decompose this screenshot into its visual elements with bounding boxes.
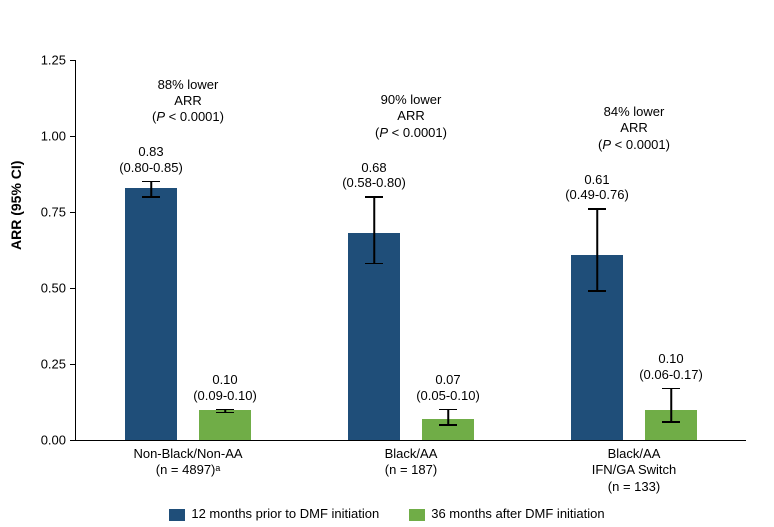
y-tick	[70, 136, 76, 137]
bar-nonblack-prior	[125, 188, 177, 440]
errorbar	[150, 182, 152, 197]
swatch-after	[409, 509, 425, 521]
y-axis-label: ARR (95% CI)	[8, 161, 24, 250]
errorbar-cap	[662, 421, 680, 423]
legend-item-after: 36 months after DMF initiation	[409, 506, 604, 521]
errorbar-cap	[439, 424, 457, 426]
errorbar-cap	[142, 181, 160, 183]
value-label-black-prior: 0.68(0.58-0.80)	[342, 160, 406, 191]
y-tick-label: 1.25	[41, 53, 66, 68]
legend: 12 months prior to DMF initiation 36 mon…	[0, 506, 774, 521]
y-tick	[70, 288, 76, 289]
annotation-switch: 84% lowerARR(P < 0.0001)	[598, 104, 670, 153]
value-label-switch-prior: 0.61(0.49-0.76)	[565, 172, 629, 203]
x-category-nonblack: Non-Black/Non-AA(n = 4897)ᵃ	[133, 446, 242, 479]
y-tick	[70, 364, 76, 365]
y-tick-label: 0.25	[41, 357, 66, 372]
annotation-black: 90% lowerARR(P < 0.0001)	[375, 92, 447, 141]
errorbar-cap	[588, 290, 606, 292]
errorbar-cap	[662, 388, 680, 390]
value-label-nonblack-prior: 0.83(0.80-0.85)	[119, 144, 183, 175]
value-label-black-after: 0.07(0.05-0.10)	[416, 372, 480, 403]
plot-area: 0.000.250.500.751.001.250.83(0.80-0.85)0…	[75, 60, 746, 441]
errorbar-cap	[439, 409, 457, 411]
value-label-nonblack-after: 0.10(0.09-0.10)	[193, 372, 257, 403]
errorbar	[670, 388, 672, 421]
legend-item-prior: 12 months prior to DMF initiation	[169, 506, 379, 521]
y-tick-label: 0.00	[41, 433, 66, 448]
y-tick-label: 1.00	[41, 129, 66, 144]
y-tick-label: 0.75	[41, 205, 66, 220]
swatch-prior	[169, 509, 185, 521]
x-category-switch: Black/AAIFN/GA Switch(n = 133)	[592, 446, 677, 495]
y-tick-label: 0.50	[41, 281, 66, 296]
errorbar-cap	[588, 208, 606, 210]
legend-label-prior: 12 months prior to DMF initiation	[191, 506, 379, 521]
y-tick	[70, 212, 76, 213]
errorbar-cap	[216, 409, 234, 411]
errorbar-cap	[365, 196, 383, 198]
value-label-switch-after: 0.10(0.06-0.17)	[639, 351, 703, 382]
errorbar-cap	[365, 263, 383, 265]
y-tick	[70, 440, 76, 441]
y-tick	[70, 60, 76, 61]
errorbar	[447, 410, 449, 425]
arr-chart: ARR (95% CI) 0.000.250.500.751.001.250.8…	[0, 0, 774, 527]
errorbar	[596, 209, 598, 291]
errorbar-cap	[216, 412, 234, 414]
legend-label-after: 36 months after DMF initiation	[431, 506, 604, 521]
x-category-black: Black/AA(n = 187)	[385, 446, 438, 479]
errorbar-cap	[142, 196, 160, 198]
errorbar	[373, 197, 375, 264]
bar-nonblack-after	[199, 410, 251, 440]
annotation-nonblack: 88% lowerARR(P < 0.0001)	[152, 77, 224, 126]
